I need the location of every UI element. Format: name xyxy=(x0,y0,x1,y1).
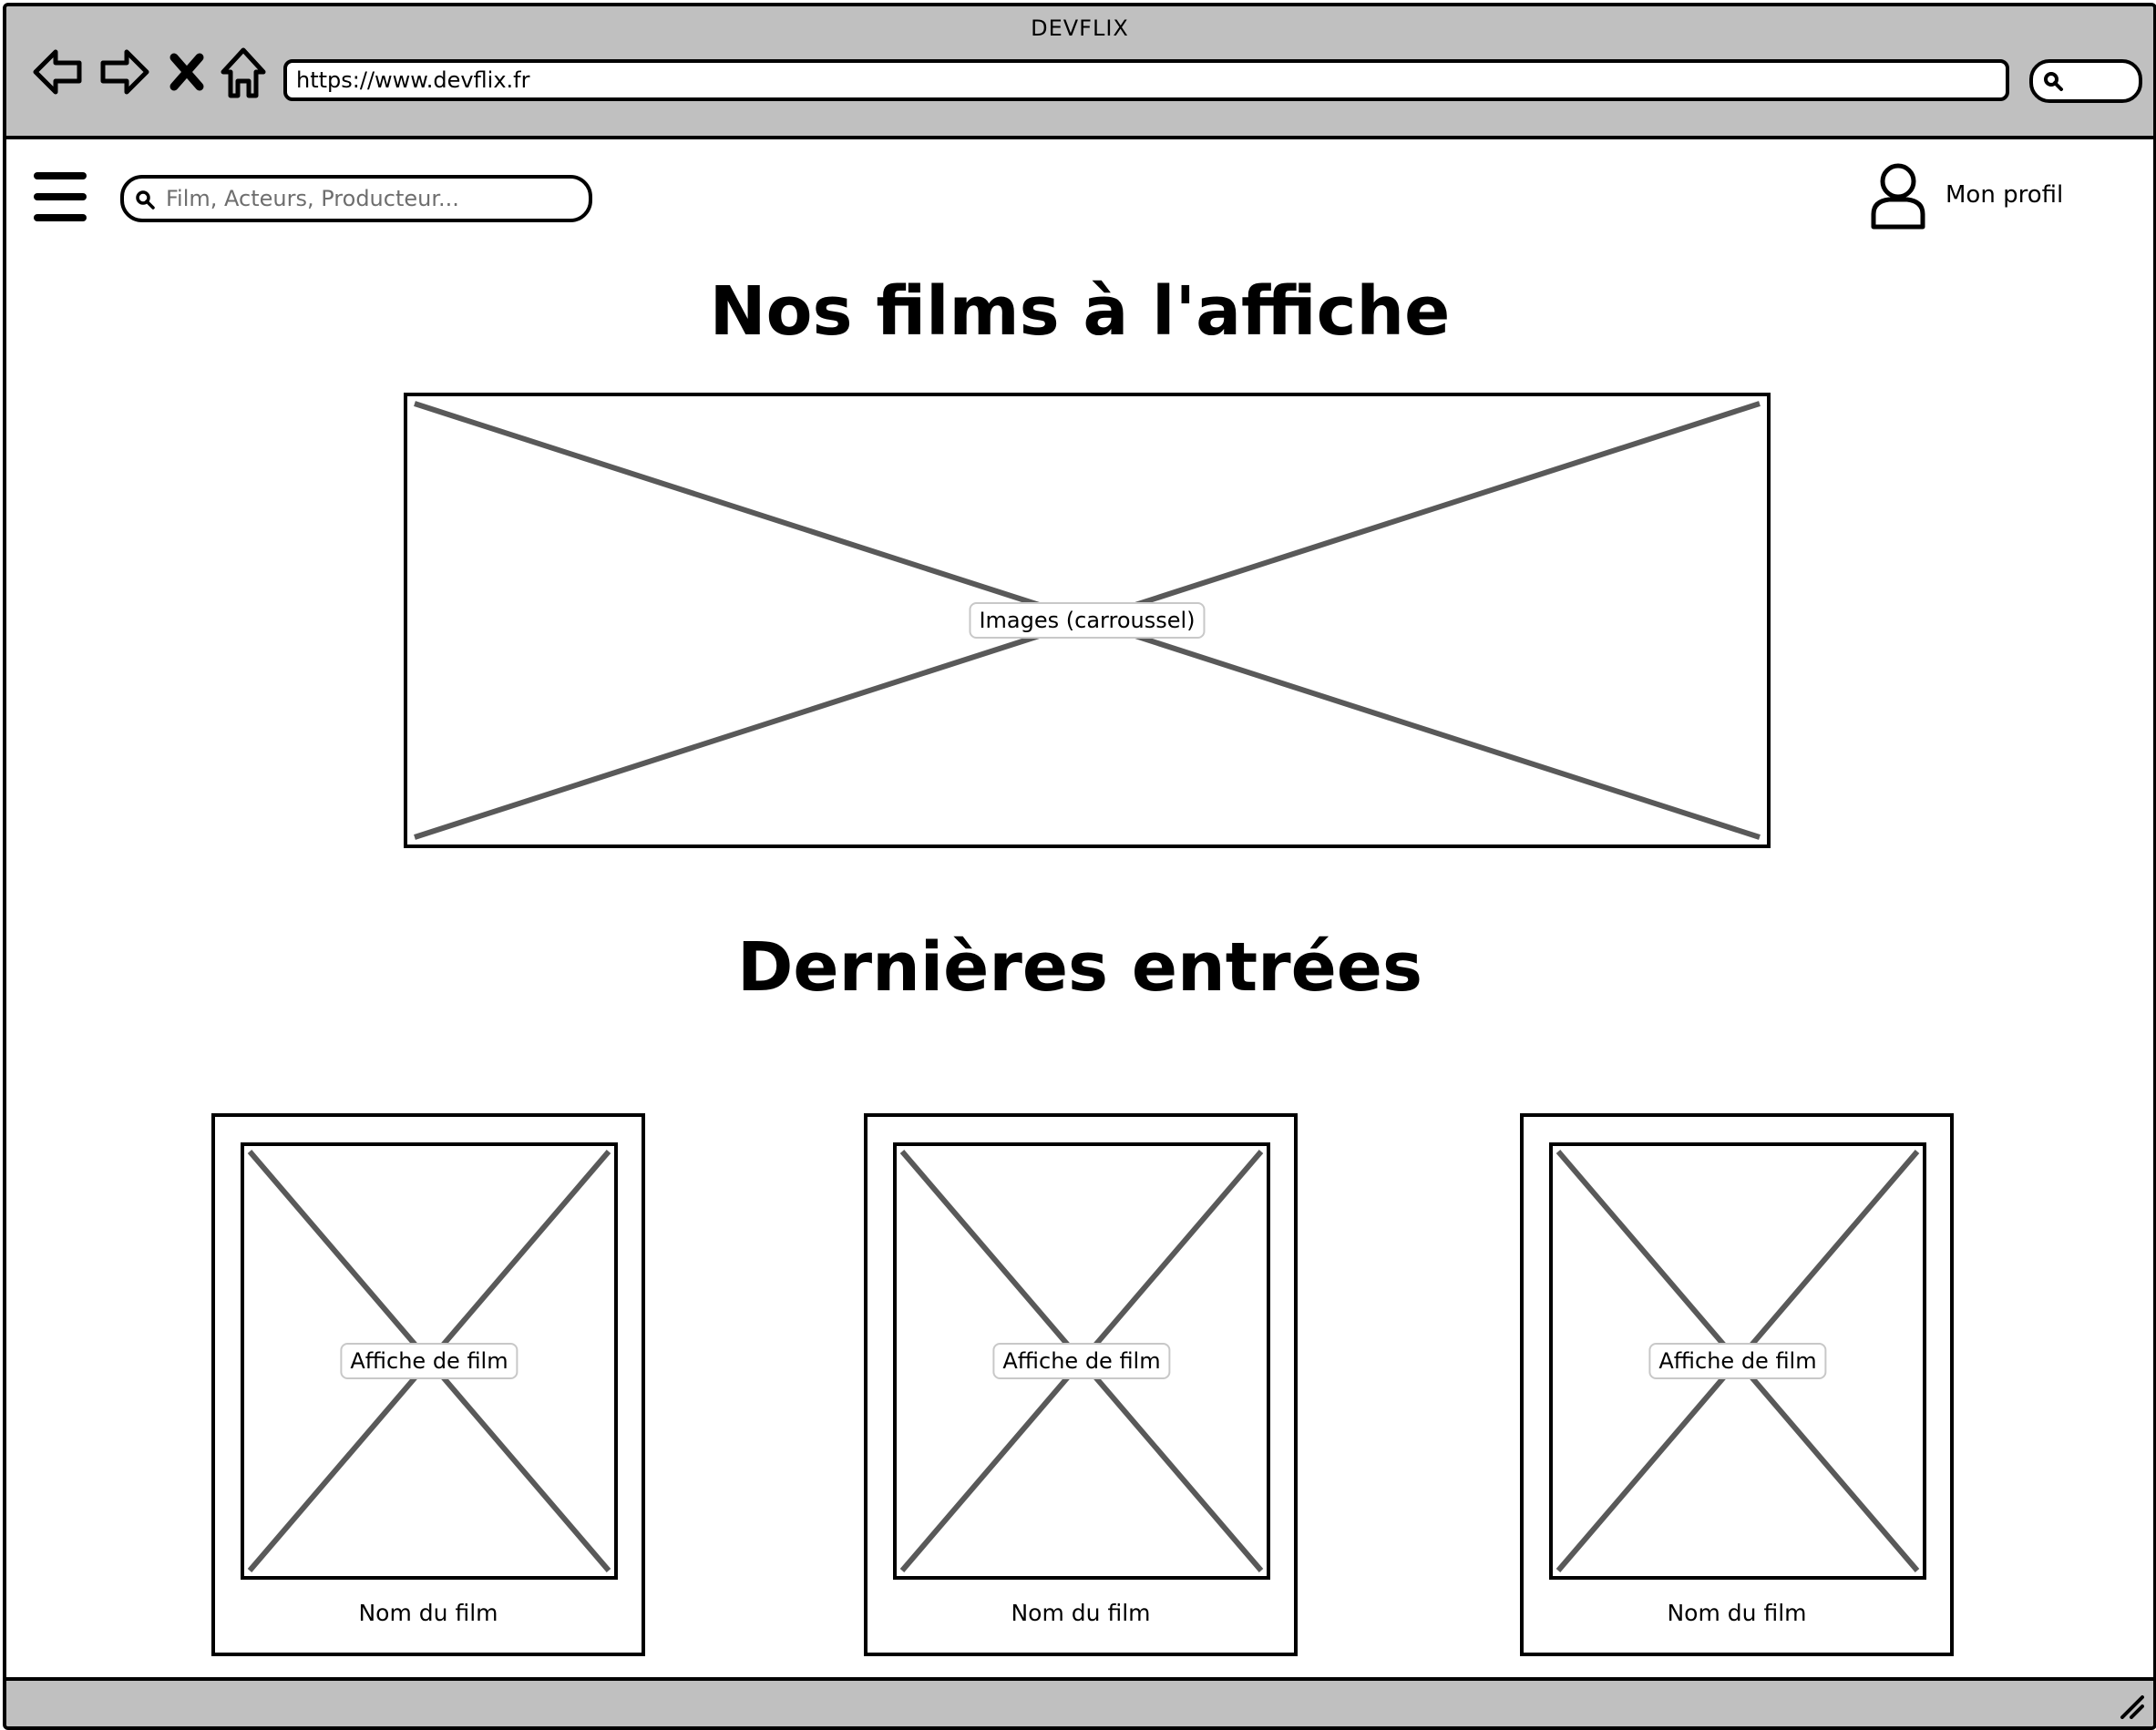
browser-toolbar: DEVFLIX https://www.devflix.fr xyxy=(6,6,2153,139)
movie-name: Nom du film xyxy=(1667,1600,1807,1626)
browser-search-field[interactable] xyxy=(2029,59,2142,103)
search-input[interactable] xyxy=(164,182,569,215)
movie-poster-placeholder: Affiche de film xyxy=(893,1142,1270,1580)
movie-name: Nom du film xyxy=(358,1600,498,1626)
url-input[interactable]: https://www.devflix.fr xyxy=(283,59,2009,101)
poster-label: Affiche de film xyxy=(340,1343,518,1379)
movie-card[interactable]: Affiche de film Nom du film xyxy=(1520,1113,1954,1656)
search-icon xyxy=(136,190,155,210)
movie-card[interactable]: Affiche de film Nom du film xyxy=(864,1113,1298,1656)
now-showing-title: Nos films à l'affiche xyxy=(709,272,1451,351)
poster-label: Affiche de film xyxy=(992,1343,1171,1379)
home-icon[interactable] xyxy=(216,43,271,101)
search-icon xyxy=(2044,72,2063,91)
site-search[interactable] xyxy=(120,175,592,222)
movie-poster-placeholder: Affiche de film xyxy=(1549,1142,1926,1580)
poster-label: Affiche de film xyxy=(1648,1343,1827,1379)
carousel-label: Images (carroussel) xyxy=(969,602,1206,639)
stop-icon[interactable] xyxy=(167,43,207,101)
movie-poster-placeholder: Affiche de film xyxy=(241,1142,618,1580)
window-title: DEVFLIX xyxy=(1031,15,1129,41)
profile-button[interactable]: Mon profil xyxy=(1869,161,2106,232)
movie-name: Nom du film xyxy=(1011,1600,1151,1626)
status-bar xyxy=(6,1677,2153,1726)
user-icon xyxy=(1871,163,1925,230)
movie-card[interactable]: Affiche de film Nom du film xyxy=(211,1113,645,1656)
latest-title: Dernières entrées xyxy=(737,928,1422,1007)
menu-icon[interactable] xyxy=(34,172,87,221)
resize-grip-icon[interactable] xyxy=(2115,1690,2144,1719)
carousel-image-placeholder[interactable]: Images (carroussel) xyxy=(404,393,1771,848)
forward-arrow-icon[interactable] xyxy=(98,43,152,101)
back-arrow-icon[interactable] xyxy=(30,43,85,101)
profile-label: Mon profil xyxy=(1946,181,2064,209)
browser-window: DEVFLIX https://www.devflix.fr Mon profi… xyxy=(3,3,2156,1730)
